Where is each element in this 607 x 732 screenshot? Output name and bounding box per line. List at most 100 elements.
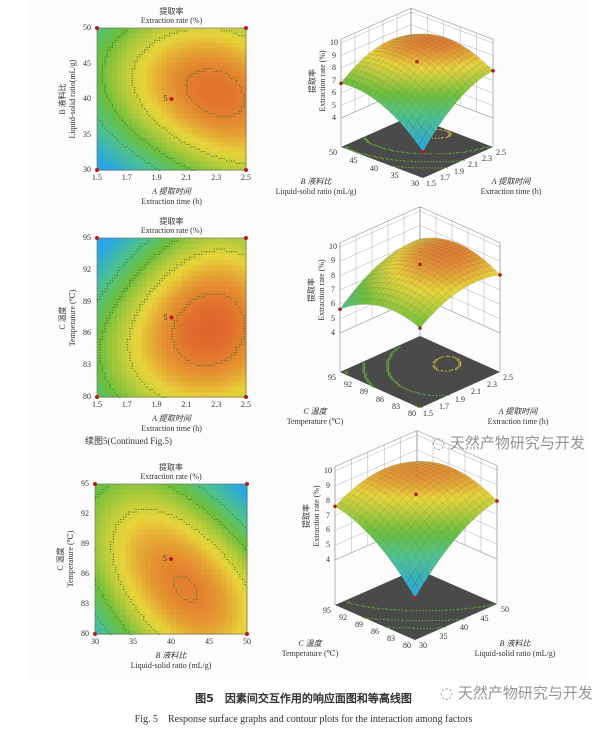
contour-cell (145, 529, 152, 535)
contour-cell (201, 544, 208, 550)
contour-cell (226, 146, 232, 152)
contour-cell (166, 103, 173, 110)
contour-cell (101, 365, 108, 372)
contour-cell (206, 253, 212, 260)
contour-line (95, 579, 96, 580)
contour-line (154, 148, 156, 150)
contour-cell (236, 306, 242, 313)
center-point (169, 315, 174, 320)
contour-line (191, 499, 193, 500)
contour-line (150, 509, 152, 510)
contour-line (119, 141, 121, 143)
contour-line (176, 589, 178, 590)
contour-cell (126, 370, 133, 377)
surface-mesh-cell (409, 38, 419, 43)
contour-cell (120, 604, 126, 610)
contour-cell (146, 375, 153, 382)
floor-contour-line (412, 627, 414, 629)
contour-cell (160, 589, 167, 595)
contour-cell (156, 165, 163, 171)
contour-line (236, 539, 238, 540)
contour-cell (166, 306, 173, 313)
contour-line (238, 306, 240, 308)
contour-cell (201, 264, 207, 271)
contour-cell (135, 509, 142, 515)
contour-cell (186, 113, 192, 119)
contour-cell (196, 599, 202, 605)
contour-cell (131, 42, 138, 48)
contour-cell (125, 559, 132, 565)
contour-cell (116, 365, 123, 372)
contour-cell (126, 275, 133, 281)
contour-line (218, 115, 220, 117)
contour-cell (106, 253, 113, 260)
contour-cell (111, 333, 118, 340)
contour-cell (196, 544, 202, 550)
contour-cell (155, 529, 162, 535)
floor-contour-line (378, 608, 380, 610)
contour-line (211, 293, 213, 295)
contour-line (206, 110, 208, 112)
contour-cell (115, 609, 121, 615)
contour-cell (191, 614, 197, 620)
contour-cell (236, 338, 242, 345)
floor-contour-line (425, 167, 427, 169)
contour-cell (101, 108, 108, 114)
contour-cell (165, 494, 172, 500)
contour-cell (141, 386, 148, 393)
contour-line (101, 82, 103, 84)
contour-line (228, 296, 230, 298)
contour-cell (186, 349, 192, 356)
contour-cell (121, 84, 128, 91)
floor-contour-line (389, 356, 391, 358)
contour-cell (166, 56, 173, 62)
contour-cell (216, 301, 222, 308)
contour-cell (176, 141, 183, 147)
contour-cell (145, 569, 152, 575)
contour-cell (97, 375, 103, 382)
contour-cell (186, 354, 192, 361)
contour-cell (95, 599, 101, 605)
contour-cell (171, 524, 177, 530)
contour-cell (226, 80, 232, 86)
contour-cell (115, 589, 121, 595)
contour-cell (181, 514, 187, 520)
contour-line (221, 70, 223, 72)
contour-line (125, 514, 127, 515)
surface-mesh-cell (434, 37, 444, 42)
contour-cell (156, 338, 163, 345)
floor-contour-line (439, 357, 441, 359)
floor-contour-line (367, 617, 369, 619)
contour-line (97, 496, 99, 498)
floor-contour-line (364, 364, 366, 366)
contour-cell (165, 599, 172, 605)
contour-cell (101, 51, 108, 57)
contour-cell (161, 312, 168, 319)
contour-cell (101, 132, 108, 138)
contour-cell (121, 146, 128, 152)
contour-cell (121, 37, 128, 43)
contour-cell (186, 42, 192, 48)
floor-contour-line (439, 129, 441, 131)
design-point (418, 326, 422, 330)
floor-contour-line (364, 606, 366, 608)
surface-mesh-cell (396, 70, 406, 79)
contour-cell (161, 42, 168, 48)
contour-line (241, 524, 243, 525)
contour-cell (171, 609, 177, 615)
contour-line (129, 148, 131, 150)
contour-line (183, 494, 185, 495)
contour-line (229, 531, 231, 533)
contour-cell (206, 594, 213, 600)
contour-cell (141, 122, 148, 128)
contour-cell (211, 42, 217, 48)
contour-cell (95, 499, 101, 505)
contour-cell (231, 370, 237, 377)
contour-cell (216, 132, 222, 138)
contour-cell (221, 94, 227, 100)
contour-cell (121, 248, 128, 255)
contour-cell (166, 322, 173, 329)
contour-cell (131, 301, 138, 308)
contour-cell (211, 619, 218, 625)
contour-cell (206, 103, 212, 110)
